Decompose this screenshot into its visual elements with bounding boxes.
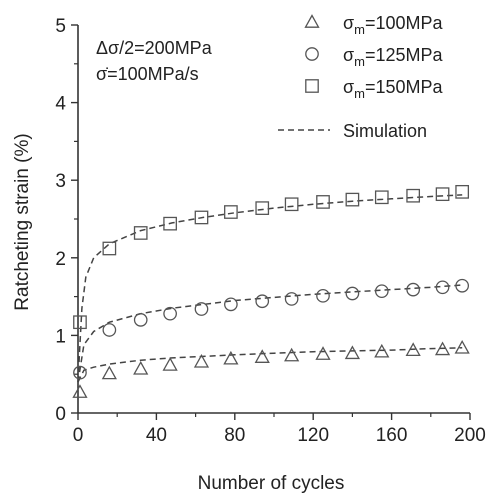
- legend-label: σm=100MPa: [343, 13, 443, 37]
- data-point-circle: [455, 278, 470, 293]
- y-tick-label: 2: [55, 249, 66, 270]
- x-tick-label: 160: [376, 425, 408, 446]
- data-point-triangle: [162, 357, 178, 371]
- data-point-circle: [194, 302, 209, 316]
- data-point-triangle: [72, 384, 88, 398]
- data-point-circle: [406, 282, 421, 297]
- data-point-square: [73, 315, 87, 330]
- data-point-triangle: [405, 342, 421, 356]
- legend-label: σm=125MPa: [343, 45, 443, 69]
- data-point-circle: [255, 294, 270, 309]
- legend-marker-triangle: [304, 14, 320, 28]
- data-point-square: [133, 226, 148, 240]
- data-point-triangle: [284, 347, 300, 362]
- legend-simulation-label: Simulation: [343, 121, 427, 141]
- x-axis-title: Number of cycles: [198, 473, 345, 494]
- data-point-circle: [133, 313, 148, 327]
- simulation-curves: [77, 194, 463, 383]
- data-point-triangle: [223, 350, 239, 365]
- y-tick-label: 5: [55, 16, 66, 37]
- data-point-circle: [435, 280, 450, 295]
- data-point-square: [455, 184, 470, 199]
- legend-marker-circle: [305, 47, 319, 61]
- data-point-circle: [224, 297, 238, 312]
- x-tick-label: 120: [297, 425, 329, 446]
- data-markers: [72, 184, 470, 398]
- y-tick-label: 0: [55, 404, 66, 425]
- data-point-triangle: [133, 360, 149, 375]
- data-point-square: [406, 188, 421, 203]
- data-point-circle: [345, 286, 360, 301]
- simulation-curve: [77, 194, 463, 383]
- data-point-square: [224, 205, 238, 219]
- annotation-stress-rate: σ̇=100MPa/s: [96, 64, 199, 84]
- data-point-square: [345, 192, 360, 207]
- y-tick-label: 1: [55, 326, 66, 347]
- data-point-square: [102, 241, 117, 256]
- x-tick-label: 0: [73, 425, 84, 446]
- data-point-triangle: [101, 365, 117, 380]
- data-point-circle: [374, 284, 389, 299]
- x-tick-label: 40: [146, 425, 167, 446]
- y-tick-label: 4: [55, 94, 66, 115]
- data-point-square: [284, 197, 299, 212]
- data-point-triangle: [434, 341, 451, 356]
- data-point-triangle: [254, 349, 270, 363]
- data-point-triangle: [193, 353, 210, 368]
- data-point-square: [435, 187, 450, 202]
- x-tick-label: 200: [454, 425, 486, 446]
- data-point-circle: [284, 292, 299, 306]
- simulation-curve: [77, 284, 463, 383]
- data-point-square: [316, 195, 330, 209]
- data-point-circle: [73, 365, 87, 380]
- legend-label: σm=150MPa: [343, 77, 443, 101]
- data-point-circle: [163, 306, 177, 321]
- data-point-square: [194, 210, 209, 225]
- annotation-amplitude: Δσ/2=200MPa: [96, 38, 213, 58]
- data-point-triangle: [454, 339, 470, 354]
- data-point-square: [374, 190, 389, 205]
- legend-marker-square: [305, 79, 319, 93]
- data-point-triangle: [374, 343, 390, 358]
- data-point-circle: [316, 288, 330, 303]
- y-axis-title: Ratcheting strain (%): [12, 133, 33, 310]
- data-point-square: [255, 201, 270, 215]
- simulation-curve: [77, 347, 463, 383]
- y-tick-label: 3: [55, 171, 66, 192]
- annotation: Δσ/2=200MPa σ̇=100MPa/s: [96, 38, 213, 84]
- data-point-circle: [102, 323, 117, 337]
- data-point-square: [163, 216, 177, 231]
- legend: σm=100MPa σm=125MPa σm=150MPa Simulation: [278, 13, 443, 141]
- axes: 0 40 80 120 160 200 0 1 2 3 4 5: [55, 16, 485, 446]
- data-point-triangle: [315, 346, 331, 360]
- data-point-triangle: [344, 345, 361, 360]
- x-tick-label: 80: [224, 425, 245, 446]
